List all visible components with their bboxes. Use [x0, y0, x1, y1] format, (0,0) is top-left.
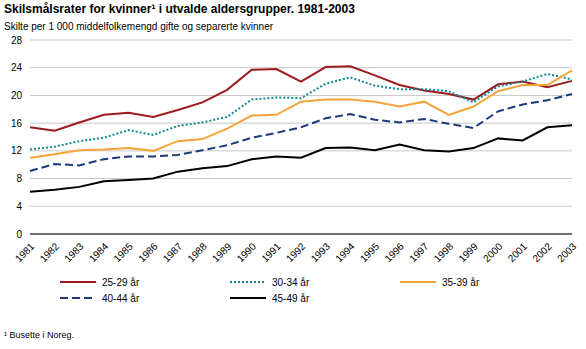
svg-text:2000: 2000 [481, 240, 505, 264]
svg-text:28: 28 [11, 35, 23, 46]
svg-text:1997: 1997 [407, 240, 431, 264]
svg-text:1987: 1987 [161, 240, 185, 264]
html-text:35-39 år: 35-39 år [442, 276, 480, 288]
svg-text:1986: 1986 [136, 240, 160, 264]
svg-text:1989: 1989 [210, 240, 234, 264]
svg-text:1998: 1998 [432, 240, 456, 264]
svg-text:24: 24 [11, 62, 23, 73]
svg-text:1982: 1982 [38, 240, 62, 264]
svg-text:1992: 1992 [284, 240, 308, 264]
svg-text:12: 12 [11, 145, 23, 156]
svg-text:2003: 2003 [555, 240, 578, 264]
svg-text:1995: 1995 [358, 240, 382, 264]
svg-text:1981: 1981 [13, 240, 37, 264]
svg-text:2001: 2001 [506, 240, 530, 264]
svg-text:0: 0 [16, 229, 22, 240]
svg-text:1996: 1996 [382, 240, 406, 264]
html-text:¹ Busette i Noreg.: ¹ Busette i Noreg. [4, 330, 74, 340]
svg-text:1988: 1988 [185, 240, 209, 264]
svg-text:1984: 1984 [87, 240, 111, 264]
svg-text:1985: 1985 [111, 240, 135, 264]
svg-text:8: 8 [16, 173, 22, 184]
svg-text:2002: 2002 [530, 240, 554, 264]
html-text:40-44 år: 40-44 år [102, 292, 140, 304]
svg-text:1990: 1990 [235, 240, 259, 264]
html-text:25-29 år: 25-29 år [102, 276, 140, 288]
svg-text:1999: 1999 [456, 240, 480, 264]
html-text:Skilsmålsrater for kvinner¹ i: Skilsmålsrater for kvinner¹ i utvalde al… [4, 2, 355, 16]
html-text:30-34 år: 30-34 år [272, 276, 310, 288]
svg-text:20: 20 [11, 90, 23, 101]
svg-text:1994: 1994 [333, 240, 357, 264]
svg-text:16: 16 [11, 118, 23, 129]
svg-text:1983: 1983 [62, 240, 86, 264]
svg-text:1993: 1993 [309, 240, 333, 264]
html-text:Skilte per 1 000 middelfolkeme: Skilte per 1 000 middelfolkemengd gifte … [4, 21, 273, 32]
svg-text:4: 4 [16, 201, 22, 212]
svg-text:1991: 1991 [259, 240, 283, 264]
html-text:45-49 år: 45-49 år [272, 292, 310, 304]
